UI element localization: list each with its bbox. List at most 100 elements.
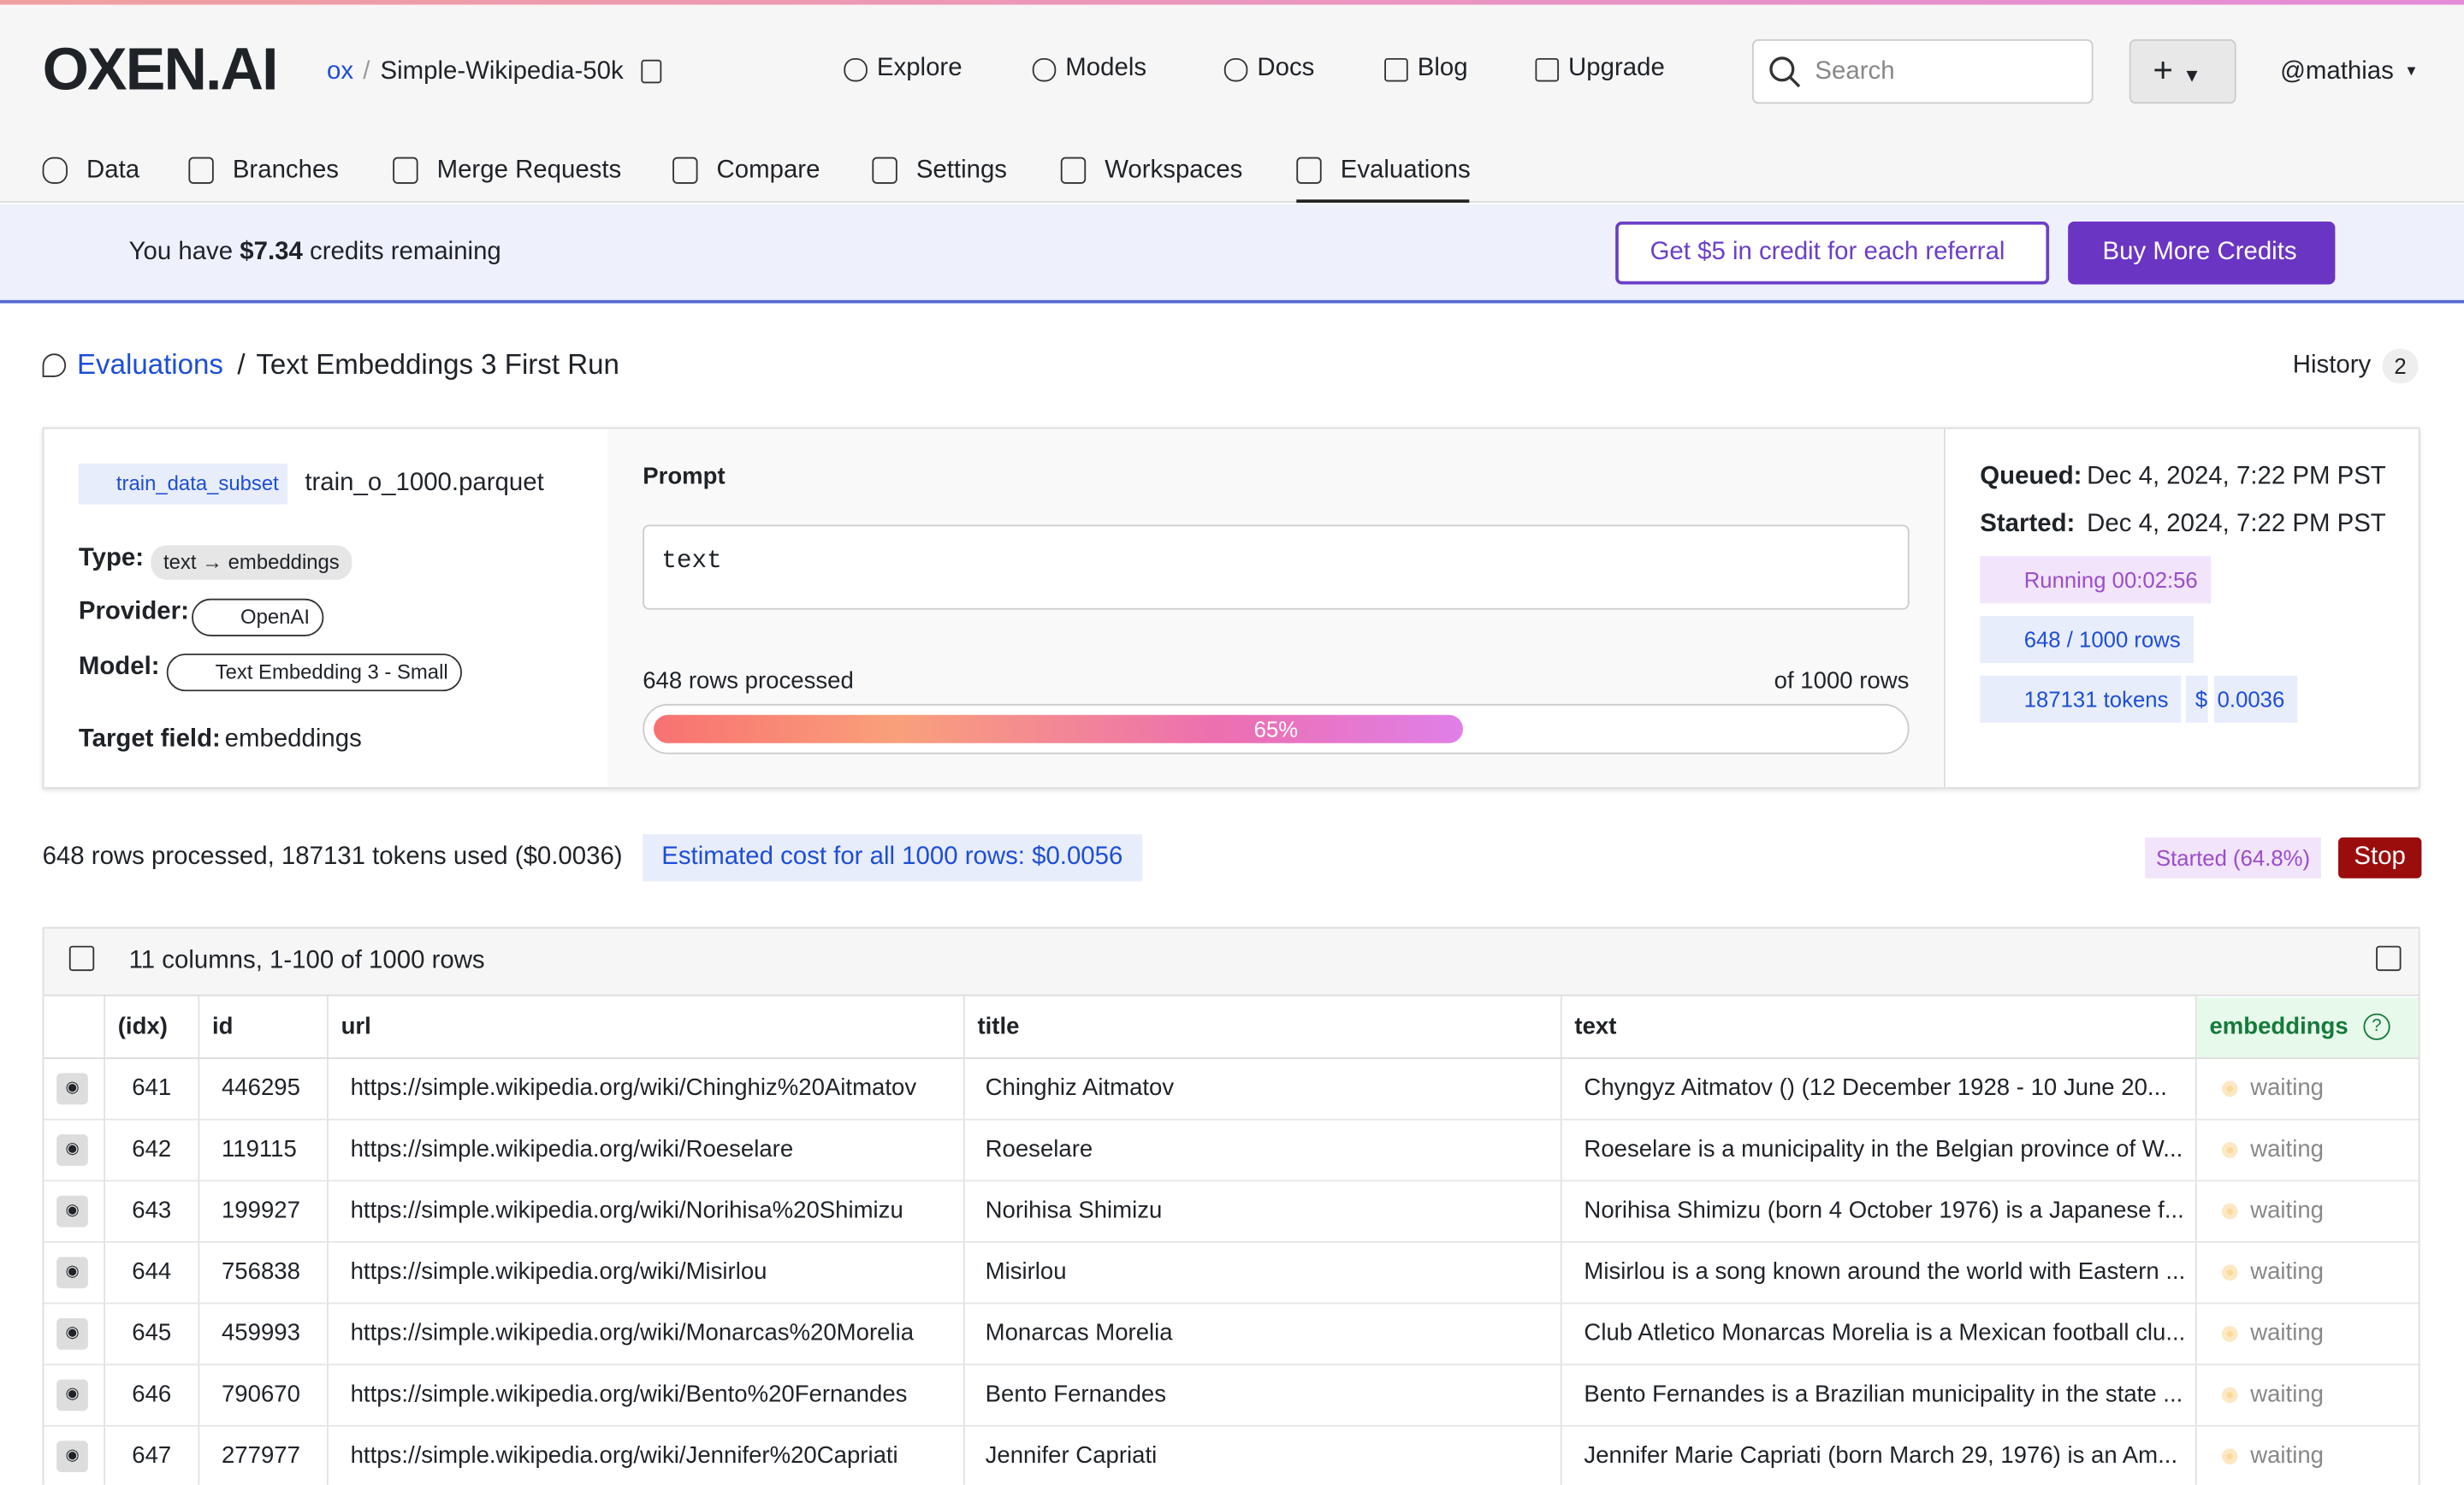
row-divider [44,1180,2419,1182]
cell-title: Norihisa Shimizu [985,1197,1163,1224]
cell-status: waiting [2250,1442,2324,1470]
row-divider [44,1364,2419,1366]
new-button[interactable]: + ▼ [2129,38,2236,104]
nav-link[interactable]: Blog [1417,55,1468,82]
nav-icon [844,57,868,82]
cell-idx: 641 [132,1074,172,1102]
cell-idx: 643 [132,1197,172,1224]
view-button[interactable]: ◉ [56,1379,88,1411]
cell-idx: 644 [132,1258,172,1286]
owner-link[interactable]: ox [327,57,354,86]
row-divider [44,1057,2419,1059]
cell-idx: 642 [132,1135,172,1163]
row-divider [44,1424,2419,1427]
cell-id: 119115 [221,1135,297,1163]
cell-text: Bento Fernandes is a Brazilian municipal… [1584,1381,2183,1408]
estimate-chip: Estimated cost for all 1000 rows: $0.005… [643,834,1142,882]
history-link[interactable]: History [2292,352,2372,379]
file-name: train_o_1000.parquet [305,470,544,497]
waiting-dot [2222,1142,2238,1158]
cell-url: https://simple.wikipedia.org/wiki/Monarc… [350,1319,915,1347]
cell-text: Roeselare is a municipality in the Belgi… [1584,1135,2183,1163]
cell-url: https://simple.wikipedia.org/wiki/Jennif… [350,1442,898,1470]
tab-icon [872,157,897,184]
cell-title: Bento Fernandes [985,1381,1166,1408]
tab-icon [393,157,418,184]
type-chip: text → embeddings [151,545,352,580]
view-button[interactable]: ◉ [56,1441,88,1473]
nav-icon [1223,57,1248,82]
top-accent [0,0,2464,5]
queued-value: Dec 4, 2024, 7:22 PM PST [2087,463,2386,491]
nav-link[interactable]: Upgrade [1568,55,1665,82]
banner [0,204,2464,304]
waiting-dot [2222,1264,2238,1281]
column-header: title [977,1013,1020,1040]
credits-text: You have $7.34 credits remaining [129,237,501,269]
rows-total: of 1000 rows [1774,667,1910,695]
branch-chip[interactable]: train_data_subset [78,463,288,505]
tab[interactable]: Merge Requests [436,157,622,184]
referral-button[interactable] [1615,221,2050,285]
tab-underline [1296,199,1470,203]
column-divider [104,996,106,1485]
target-label: Target field: [78,725,221,753]
credits-suffix: credits remaining [310,239,501,266]
view-button[interactable]: ◉ [56,1134,88,1166]
cell-idx: 647 [132,1442,172,1470]
cell-status: waiting [2250,1258,2324,1286]
buy-button[interactable] [2068,221,2336,285]
repo-name[interactable]: Simple-Wikipedia-50k [380,57,624,86]
referral-label[interactable]: Get $5 in credit for each referral [1650,239,2005,266]
cell-status: waiting [2250,1381,2324,1408]
cell-text: Chyngyz Aitmatov () (12 December 1928 - … [1584,1074,2167,1102]
prompt-input[interactable] [643,524,1910,610]
cell-title: Monarcas Morelia [985,1319,1173,1347]
view-button[interactable]: ◉ [56,1195,88,1228]
model-chip: Text Embedding 3 - Small [166,654,463,692]
cell-status: waiting [2250,1197,2324,1224]
cost-symbol: $ [2185,675,2208,723]
column-header: text [1574,1013,1617,1040]
model-label: Model: [78,654,160,681]
logo: OXEN.AI [42,38,279,104]
tab[interactable]: Compare [716,157,820,184]
tab[interactable]: Evaluations [1340,157,1471,184]
tab[interactable]: Branches [232,157,339,184]
started-value: Dec 4, 2024, 7:22 PM PST [2087,510,2386,538]
user-menu[interactable]: @mathias [2280,57,2394,86]
stop-button[interactable]: Stop [2338,837,2422,879]
cell-id: 199927 [221,1197,300,1224]
rows-chip: 648 / 1000 rows [1980,615,2194,664]
view-button[interactable]: ◉ [56,1318,88,1350]
tab[interactable]: Workspaces [1105,157,1243,184]
cell-status: waiting [2250,1319,2324,1347]
tab-icon [188,157,214,184]
column-header: url [341,1013,371,1040]
cell-url: https://simple.wikipedia.org/wiki/Chingh… [350,1074,917,1102]
nav-link[interactable]: Models [1065,55,1147,82]
type-label: Type: [78,545,145,572]
panel-toggle[interactable] [2376,945,2402,972]
tab[interactable]: Settings [915,157,1007,184]
nav-link[interactable]: Docs [1257,55,1315,82]
panel-toggle[interactable] [68,945,95,972]
breadcrumb-title: Text Embeddings 3 First Run [256,348,619,381]
buy-label[interactable]: Buy More Credits [2102,239,2297,266]
cell-url: https://simple.wikipedia.org/wiki/Misirl… [350,1258,767,1286]
waiting-dot [2222,1387,2238,1404]
tokens-chip: 187131 tokens [1980,675,2182,723]
nav-link[interactable]: Explore [876,55,962,82]
column-header: (idx) [117,1013,168,1040]
queued-label: Queued: [1980,463,2082,491]
separator: / [363,57,370,86]
breadcrumb-link[interactable]: Evaluations [76,348,223,381]
view-button[interactable]: ◉ [56,1257,88,1289]
tab-icon [42,157,68,184]
tab[interactable]: Data [86,157,140,184]
view-button[interactable]: ◉ [56,1073,88,1105]
column-header: embeddings [2209,1013,2348,1040]
search-box[interactable] [1751,38,2094,104]
